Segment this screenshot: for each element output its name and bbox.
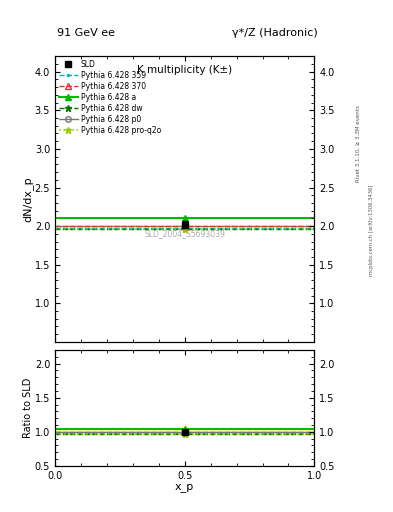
Text: γ*/Z (Hadronic): γ*/Z (Hadronic) (232, 28, 318, 38)
Text: K multiplicity (K±): K multiplicity (K±) (137, 65, 232, 75)
Text: mcplots.cern.ch [arXiv:1306.3436]: mcplots.cern.ch [arXiv:1306.3436] (369, 185, 375, 276)
Text: SLD_2004_S5693039: SLD_2004_S5693039 (144, 229, 225, 238)
Bar (55, 430, 314, 434)
Text: Rivet 3.1.10, ≥ 3.3M events: Rivet 3.1.10, ≥ 3.3M events (356, 105, 361, 182)
X-axis label: x_p: x_p (175, 482, 194, 492)
Text: 91 GeV ee: 91 GeV ee (57, 28, 116, 38)
Legend: SLD, Pythia 6.428 359, Pythia 6.428 370, Pythia 6.428 a, Pythia 6.428 dw, Pythia: SLD, Pythia 6.428 359, Pythia 6.428 370,… (57, 58, 163, 136)
Y-axis label: Ratio to SLD: Ratio to SLD (24, 378, 33, 438)
Y-axis label: dN/dx_p: dN/dx_p (22, 176, 33, 222)
